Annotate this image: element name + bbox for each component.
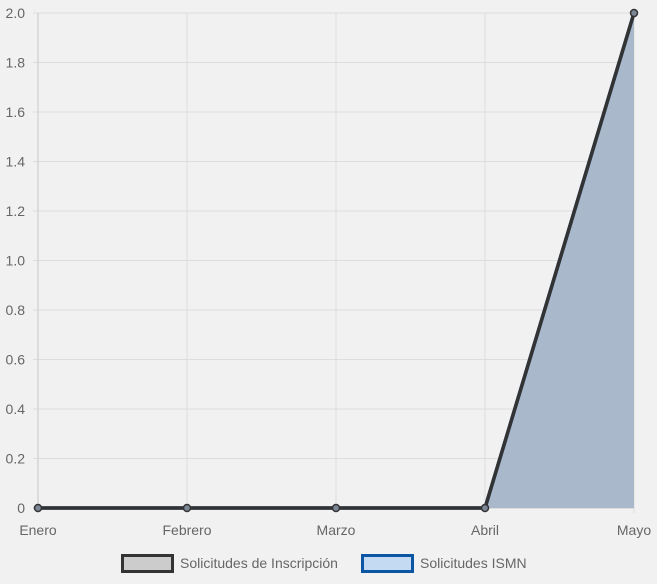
x-tick-label: Abril: [471, 522, 499, 538]
y-tick-label: 1.2: [6, 203, 26, 219]
legend-swatch-ismn[interactable]: [361, 554, 414, 573]
legend-swatch-inscripcion[interactable]: [121, 554, 174, 573]
y-tick-label: 1.4: [6, 154, 26, 170]
y-tick-label: 2.0: [6, 5, 26, 21]
x-tick-label: Febrero: [162, 522, 211, 538]
y-tick-label: 0: [17, 500, 25, 516]
series-ismn-area: [38, 13, 634, 508]
data-point[interactable]: [33, 503, 43, 513]
x-tick-label: Mayo: [617, 522, 651, 538]
y-tick-label: 0.2: [6, 451, 26, 467]
y-tick-label: 1.6: [6, 104, 26, 120]
y-tick-label: 1.8: [6, 55, 26, 71]
legend-label-inscripcion[interactable]: Solicitudes de Inscripción: [180, 555, 338, 571]
data-point[interactable]: [629, 8, 639, 18]
data-point[interactable]: [331, 503, 341, 513]
y-tick-label: 0.8: [6, 302, 26, 318]
x-tick-label: Marzo: [317, 522, 356, 538]
data-point[interactable]: [480, 503, 490, 513]
legend-label-ismn[interactable]: Solicitudes ISMN: [420, 555, 527, 571]
x-tick-label: Enero: [19, 522, 57, 538]
y-tick-label: 0.6: [6, 352, 26, 368]
y-tick-label: 1.0: [6, 253, 26, 269]
data-point[interactable]: [182, 503, 192, 513]
y-tick-label: 0.4: [6, 401, 26, 417]
